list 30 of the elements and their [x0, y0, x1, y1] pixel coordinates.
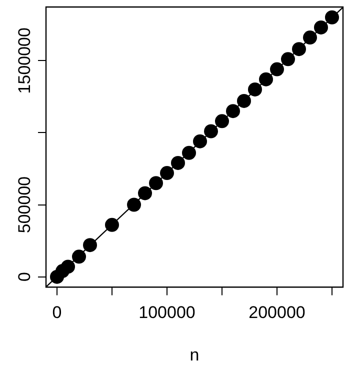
- point: [303, 30, 317, 45]
- point: [193, 134, 207, 148]
- point: [248, 82, 262, 96]
- point: [270, 62, 284, 76]
- point: [160, 166, 174, 180]
- point: [215, 114, 229, 128]
- point: [325, 10, 339, 24]
- x-tick-label: 200000: [248, 303, 306, 322]
- point: [105, 218, 119, 232]
- point: [83, 238, 97, 252]
- point: [281, 52, 295, 66]
- point: [182, 146, 196, 160]
- y-tick-label: 0: [15, 272, 34, 282]
- x-tick-label: 0: [52, 303, 62, 322]
- point: [259, 72, 273, 86]
- x-axis-title: n: [190, 345, 200, 364]
- y-tick-label: 500000: [15, 176, 34, 234]
- point: [138, 186, 152, 200]
- y-tick-label: 1500000: [15, 28, 34, 94]
- point: [171, 156, 185, 170]
- point: [237, 94, 251, 108]
- point: [204, 124, 218, 138]
- point: [314, 20, 328, 34]
- point: [292, 42, 306, 56]
- point: [61, 260, 75, 274]
- point: [127, 198, 141, 212]
- x-tick-label: 100000: [138, 303, 196, 322]
- point: [226, 104, 240, 118]
- point: [72, 250, 86, 264]
- point: [149, 176, 163, 190]
